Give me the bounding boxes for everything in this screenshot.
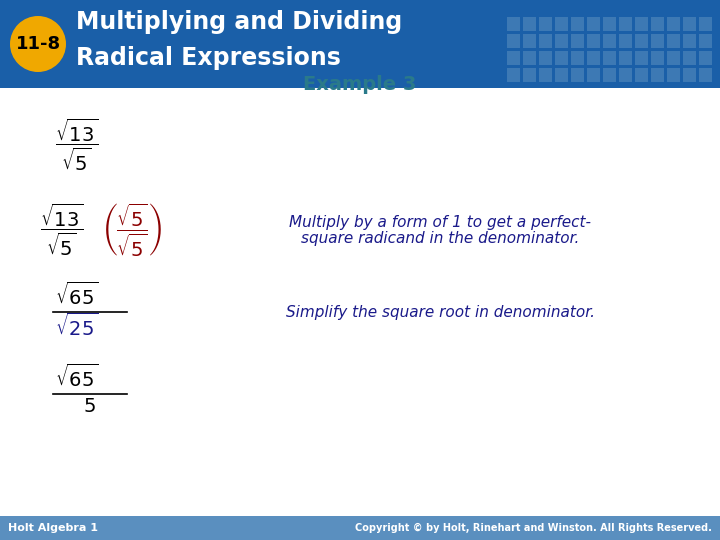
Bar [635,51,648,65]
Bar [555,17,568,31]
Bar [699,51,712,65]
Bar [523,17,536,31]
Text: Simplify the square root in denominator.: Simplify the square root in denominator. [286,305,595,320]
Bar [651,51,664,65]
Bar [507,17,520,31]
Bar [0,0,720,88]
Bar [683,68,696,82]
Bar [523,68,536,82]
Text: 11-8: 11-8 [15,35,60,53]
Bar [699,68,712,82]
Bar [635,68,648,82]
Text: $\sqrt{25}$: $\sqrt{25}$ [55,312,98,340]
Bar [507,68,520,82]
Bar [539,34,552,48]
Bar [523,51,536,65]
Bar [619,68,632,82]
Bar [651,68,664,82]
Text: Example 3: Example 3 [303,76,417,94]
Bar [587,51,600,65]
Circle shape [10,16,66,72]
Bar [0,516,720,540]
Text: Radical Expressions: Radical Expressions [76,46,341,70]
Bar [651,17,664,31]
Bar [667,51,680,65]
Bar [507,34,520,48]
Bar [571,51,584,65]
Bar [619,34,632,48]
Bar [523,34,536,48]
Bar [651,34,664,48]
Text: $5$: $5$ [83,397,96,416]
Bar [619,51,632,65]
Text: $\sqrt{65}$: $\sqrt{65}$ [55,363,98,390]
Text: $\left(\dfrac{\sqrt{5}}{\sqrt{5}}\right)$: $\left(\dfrac{\sqrt{5}}{\sqrt{5}}\right)… [103,201,162,259]
Text: Multiply by a form of 1 to get a perfect-: Multiply by a form of 1 to get a perfect… [289,214,591,230]
Bar [683,17,696,31]
Bar [555,68,568,82]
Bar [571,34,584,48]
Text: $\dfrac{\sqrt{13}}{\sqrt{5}}$: $\dfrac{\sqrt{13}}{\sqrt{5}}$ [55,117,98,173]
Bar [555,34,568,48]
Bar [555,51,568,65]
Bar [667,17,680,31]
Bar [699,17,712,31]
Bar [507,51,520,65]
Bar [571,17,584,31]
Text: $\sqrt{65}$: $\sqrt{65}$ [55,281,98,309]
Bar [667,68,680,82]
Bar [683,34,696,48]
Bar [603,51,616,65]
Bar [619,17,632,31]
Bar [635,34,648,48]
Text: Holt Algebra 1: Holt Algebra 1 [8,523,98,533]
Bar [587,34,600,48]
Bar [539,68,552,82]
Bar [539,51,552,65]
Bar [699,34,712,48]
Bar [571,68,584,82]
Text: $\dfrac{\sqrt{13}}{\sqrt{5}}$: $\dfrac{\sqrt{13}}{\sqrt{5}}$ [40,202,84,258]
Bar [683,51,696,65]
Bar [587,17,600,31]
Bar [635,17,648,31]
Bar [587,68,600,82]
Bar [539,17,552,31]
Bar [603,68,616,82]
Bar [667,34,680,48]
Bar [603,34,616,48]
Bar [603,17,616,31]
Text: Copyright © by Holt, Rinehart and Winston. All Rights Reserved.: Copyright © by Holt, Rinehart and Winsto… [355,523,712,533]
Text: Multiplying and Dividing: Multiplying and Dividing [76,10,402,34]
Text: square radicand in the denominator.: square radicand in the denominator. [301,231,579,246]
